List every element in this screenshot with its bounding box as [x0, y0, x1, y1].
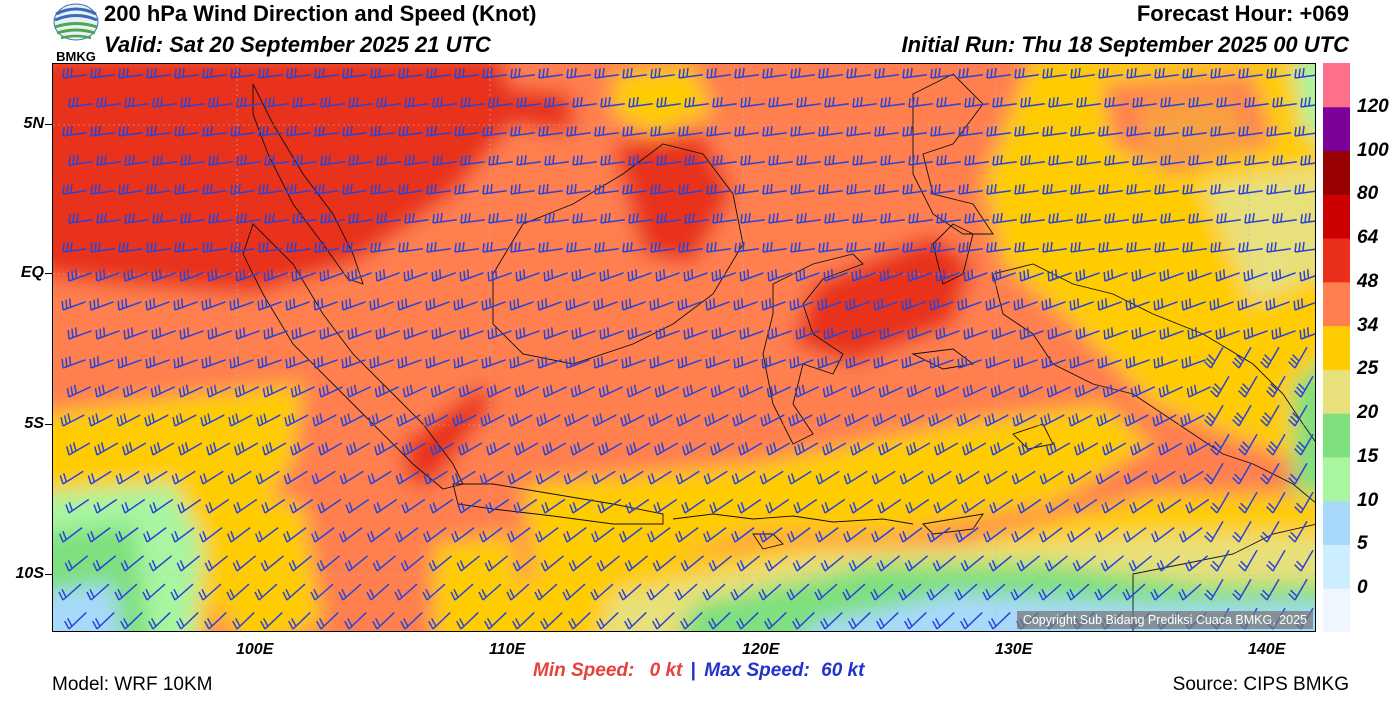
colorbar-swatch	[1323, 150, 1350, 195]
colorbar-label: 120	[1357, 95, 1389, 117]
lon-label-140e: 140E	[1248, 641, 1286, 658]
lon-label-110e: 110E	[489, 641, 526, 658]
colorbar-label: 5	[1357, 533, 1368, 555]
max-speed-value: 60 kt	[821, 660, 865, 681]
colorbar-swatch	[1323, 194, 1350, 239]
wind-speed-map: Copyright Sub Bidang Prediksi Cuaca BMKG…	[52, 63, 1316, 632]
lon-label-130e: 130E	[995, 641, 1033, 658]
lat-label-5s: 5S	[24, 415, 44, 432]
colorbar-label: 20	[1357, 402, 1379, 424]
colorbar-label: 15	[1357, 445, 1379, 467]
speed-colorbar	[1323, 63, 1350, 632]
colorbar-label: 0	[1357, 577, 1368, 599]
lat-label-5n: 5N	[23, 115, 44, 132]
colorbar-swatch	[1323, 500, 1350, 545]
min-speed-label: Min Speed:	[533, 660, 635, 681]
map-title: 200 hPa Wind Direction and Speed (Knot)	[104, 1, 537, 26]
colorbar-label: 48	[1357, 270, 1379, 292]
colorbar-label: 64	[1357, 227, 1379, 249]
lon-label-120e: 120E	[742, 641, 780, 658]
lat-label-eq: EQ	[20, 264, 44, 281]
colorbar-swatch	[1323, 456, 1350, 502]
lon-label-100e: 100E	[236, 641, 274, 658]
speed-separator: |	[690, 660, 696, 681]
source-label: Source: CIPS BMKG	[1172, 674, 1349, 695]
model-label: Model: WRF 10KM	[52, 674, 213, 695]
min-speed-value: 0 kt	[649, 660, 683, 681]
colorbar-label: 10	[1357, 489, 1379, 511]
colorbar-label: 80	[1357, 183, 1379, 205]
colorbar-label: 34	[1357, 314, 1379, 336]
forecast-hour: Forecast Hour: +069	[1136, 1, 1349, 26]
colorbar-label: 25	[1357, 358, 1379, 380]
copyright-notice: Copyright Sub Bidang Prediksi Cuaca BMKG…	[1016, 611, 1313, 629]
max-speed-label: Max Speed:	[704, 660, 810, 681]
speed-summary: Min Speed: 0 kt | Max Speed: 60 kt	[533, 660, 864, 682]
colorbar-label: 100	[1357, 139, 1389, 161]
lat-label-10s: 10S	[15, 565, 44, 582]
colorbar-swatch	[1323, 325, 1350, 370]
logo-text: BMKG	[56, 49, 96, 64]
wind-speed-field	[53, 64, 1315, 631]
valid-time: Valid: Sat 20 September 2025 21 UTC	[104, 32, 491, 57]
colorbar-swatch	[1323, 238, 1350, 283]
bmkg-logo-icon	[53, 3, 99, 41]
colorbar-swatch	[1323, 63, 1350, 108]
colorbar-swatch	[1323, 544, 1350, 589]
bmkg-logo: BMKG	[52, 2, 100, 64]
colorbar-swatch	[1323, 588, 1350, 632]
colorbar-swatch	[1323, 106, 1350, 152]
colorbar-swatch	[1323, 413, 1350, 458]
initial-run: Initial Run: Thu 18 September 2025 00 UT…	[901, 32, 1349, 57]
colorbar-swatch	[1323, 369, 1350, 414]
speed-shading	[53, 64, 1315, 631]
wind-barbs	[58, 67, 1315, 630]
colorbar-swatch	[1323, 281, 1350, 327]
